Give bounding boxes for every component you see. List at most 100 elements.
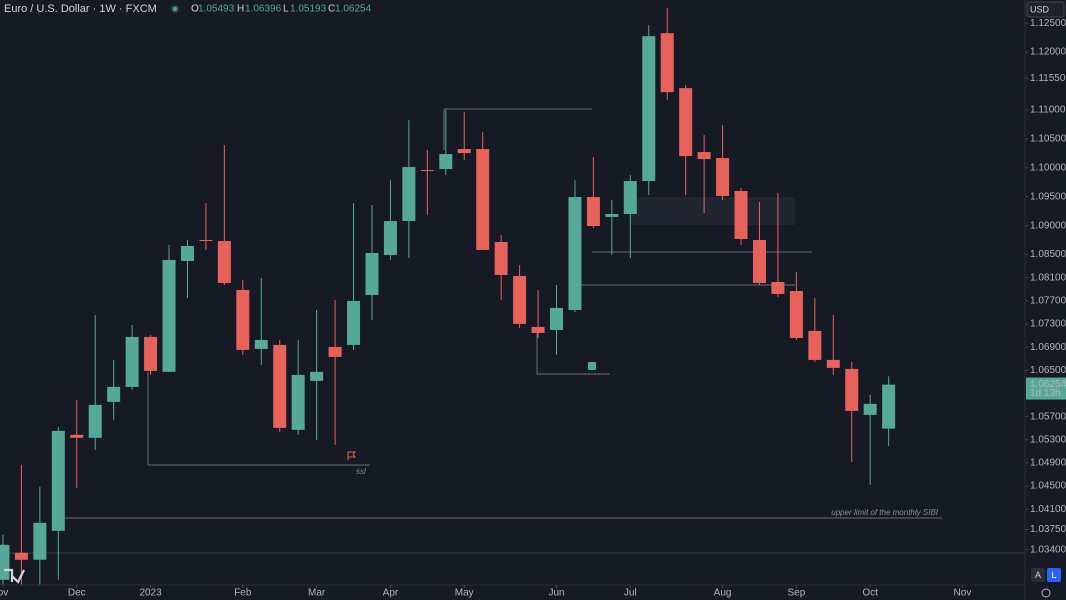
y-tick-label: 1.05700	[1030, 411, 1066, 422]
y-tick-label: 1.09000	[1030, 220, 1066, 231]
flag-icon	[347, 451, 357, 460]
candle-body	[716, 158, 730, 197]
y-tick-label: 1.07700	[1030, 296, 1066, 307]
y-tick-label: 1.09500	[1030, 191, 1066, 202]
last-price-box	[1026, 377, 1066, 400]
y-tick-label: 1.08100	[1030, 272, 1066, 283]
x-tick-label: Sep	[787, 588, 805, 599]
auto-button[interactable]	[1031, 568, 1045, 582]
candle-body	[697, 152, 711, 160]
candle-body	[383, 221, 397, 256]
candle-body	[771, 281, 785, 294]
zone	[630, 197, 795, 225]
candle-body	[568, 197, 582, 310]
candle-body	[199, 240, 213, 242]
y-tick-label: 1.08500	[1030, 249, 1066, 260]
x-tick-label: Jun	[548, 588, 564, 599]
chart-title: Euro / U.S. Dollar · 1W · FXCM	[4, 3, 157, 15]
x-tick-label: Dec	[68, 588, 86, 599]
y-tick-label: 1.04900	[1030, 458, 1066, 469]
candle-body	[845, 368, 859, 411]
candle-body	[347, 300, 361, 345]
candle-body	[14, 552, 28, 560]
candle-body	[70, 434, 84, 438]
candle-body	[605, 214, 619, 217]
candle-body	[808, 330, 822, 360]
candle-body	[254, 339, 268, 349]
candle-body	[217, 241, 231, 283]
auto-label: A	[1035, 570, 1041, 580]
x-tick-label: Oct	[862, 588, 878, 599]
candle-body	[531, 326, 545, 333]
annotation: ssl	[356, 467, 366, 476]
x-tick-label: Jul	[624, 588, 637, 599]
log-button[interactable]	[1047, 568, 1061, 582]
x-tick-label: Apr	[383, 588, 399, 599]
y-tick-label: 1.03750	[1030, 524, 1066, 535]
candle-body	[144, 336, 158, 371]
candle-body	[51, 430, 65, 531]
candle-body	[365, 252, 379, 295]
x-tick-label: Mar	[308, 588, 326, 599]
candle-body	[0, 544, 10, 580]
y-tick-label: 1.04100	[1030, 504, 1066, 515]
x-tick-label: Feb	[234, 588, 252, 599]
ohlc-label: O	[191, 4, 199, 15]
candle-body	[752, 240, 766, 283]
annotation: upper limit of the monthly SIBI	[831, 508, 938, 517]
ohlc-label: H	[237, 4, 244, 15]
currency-button[interactable]	[1026, 1, 1065, 18]
candle-body	[402, 167, 416, 222]
y-tick-label: 1.04500	[1030, 481, 1066, 492]
candle-body	[642, 36, 656, 182]
y-tick-label: 1.07300	[1030, 319, 1066, 330]
candle-body	[513, 275, 527, 324]
candle-body	[734, 191, 748, 239]
candle-body	[679, 88, 693, 157]
candle-body	[125, 336, 139, 387]
candle-body	[236, 289, 250, 350]
ohlc-label: C	[328, 4, 335, 15]
candle-body	[273, 344, 287, 428]
y-tick-label: 1.12500	[1030, 18, 1066, 29]
candle-body	[623, 181, 637, 215]
y-tick-label: 1.06500	[1030, 365, 1066, 376]
x-tick-label: Nov	[954, 588, 972, 599]
y-tick-label: 1.11000	[1030, 105, 1066, 116]
candle-body	[162, 259, 176, 372]
candle-body	[291, 374, 305, 430]
last-price-label: 1.06254	[1030, 379, 1066, 390]
y-tick-label: 1.12000	[1030, 47, 1066, 58]
y-tick-label: 1.10500	[1030, 134, 1066, 145]
candle-body	[328, 346, 342, 357]
x-tick-label: May	[455, 588, 474, 599]
x-tick-label: ov	[0, 588, 8, 599]
status-dot	[173, 7, 177, 11]
candle-body	[476, 149, 490, 250]
candle-body	[107, 386, 121, 402]
logo	[4, 568, 25, 584]
ohlc-value: 1.05193	[290, 4, 327, 15]
price-axis	[1025, 0, 1066, 600]
candle-body	[457, 149, 471, 154]
candle-body	[826, 359, 840, 368]
candle-body	[88, 404, 102, 438]
ohlc-value: 1.06396	[245, 4, 282, 15]
x-tick-label: 2023	[139, 588, 162, 599]
ohlc-value: 1.06254	[335, 4, 372, 15]
candle-body	[789, 290, 803, 338]
candle-body	[439, 154, 453, 170]
candle-body	[550, 307, 564, 330]
candle-body	[310, 371, 324, 381]
x-tick-label: Aug	[714, 588, 732, 599]
candle-body	[586, 197, 600, 227]
currency: USD	[1030, 4, 1050, 14]
candle-body	[660, 33, 674, 93]
settings-icon[interactable]	[1041, 588, 1051, 598]
candle-body	[863, 403, 877, 415]
candle-body	[420, 170, 434, 172]
ohlc-label: L	[283, 4, 289, 15]
candle-body	[33, 522, 47, 560]
